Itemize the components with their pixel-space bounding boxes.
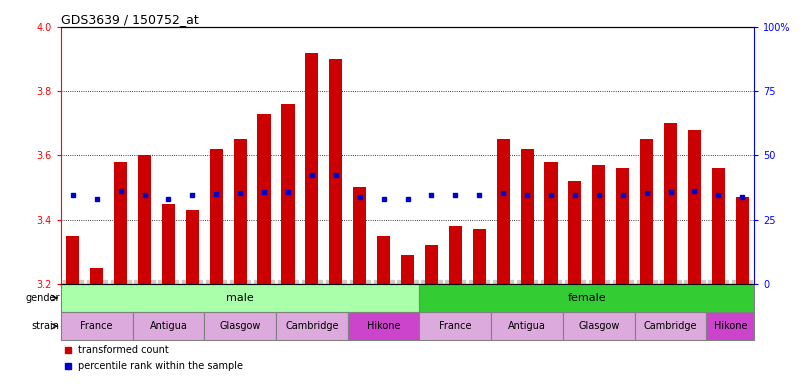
- Bar: [592, 165, 605, 284]
- Text: Antigua: Antigua: [149, 321, 187, 331]
- Bar: [544, 162, 558, 284]
- Bar: [67, 236, 79, 284]
- Text: strain: strain: [32, 321, 60, 331]
- Text: GDS3639 / 150752_at: GDS3639 / 150752_at: [61, 13, 199, 26]
- Bar: [448, 226, 462, 284]
- Bar: [138, 156, 151, 284]
- Bar: [664, 123, 677, 284]
- Text: female: female: [568, 293, 606, 303]
- Bar: [132, 312, 204, 340]
- Text: France: France: [439, 321, 472, 331]
- Text: Antigua: Antigua: [508, 321, 546, 331]
- Text: Hikone: Hikone: [367, 321, 401, 331]
- Bar: [90, 268, 103, 284]
- Text: Glasgow: Glasgow: [220, 321, 261, 331]
- Bar: [186, 210, 199, 284]
- Bar: [61, 312, 132, 340]
- Bar: [257, 114, 271, 284]
- Text: Cambridge: Cambridge: [285, 321, 339, 331]
- Bar: [640, 139, 653, 284]
- Bar: [162, 204, 175, 284]
- Bar: [329, 59, 342, 284]
- Bar: [419, 284, 754, 312]
- Bar: [569, 181, 581, 284]
- Bar: [496, 139, 510, 284]
- Bar: [635, 312, 706, 340]
- Bar: [563, 312, 635, 340]
- Bar: [425, 245, 438, 284]
- Text: Hikone: Hikone: [714, 321, 747, 331]
- Bar: [281, 104, 294, 284]
- Text: male: male: [226, 293, 254, 303]
- Bar: [210, 149, 223, 284]
- Bar: [276, 312, 348, 340]
- Bar: [688, 130, 701, 284]
- Bar: [234, 139, 247, 284]
- Bar: [521, 149, 534, 284]
- Bar: [401, 255, 414, 284]
- Bar: [473, 229, 486, 284]
- Bar: [353, 187, 367, 284]
- Bar: [491, 312, 563, 340]
- Bar: [736, 197, 749, 284]
- Bar: [348, 312, 419, 340]
- Text: Cambridge: Cambridge: [644, 321, 697, 331]
- Bar: [377, 236, 390, 284]
- Text: transformed count: transformed count: [78, 346, 169, 356]
- Bar: [419, 312, 491, 340]
- Bar: [204, 312, 276, 340]
- Text: Glasgow: Glasgow: [578, 321, 620, 331]
- Text: percentile rank within the sample: percentile rank within the sample: [78, 361, 243, 371]
- Text: gender: gender: [25, 293, 60, 303]
- Bar: [305, 53, 319, 284]
- Bar: [712, 168, 725, 284]
- Bar: [114, 162, 127, 284]
- Bar: [616, 168, 629, 284]
- Text: France: France: [80, 321, 113, 331]
- Bar: [61, 284, 419, 312]
- Bar: [706, 312, 754, 340]
